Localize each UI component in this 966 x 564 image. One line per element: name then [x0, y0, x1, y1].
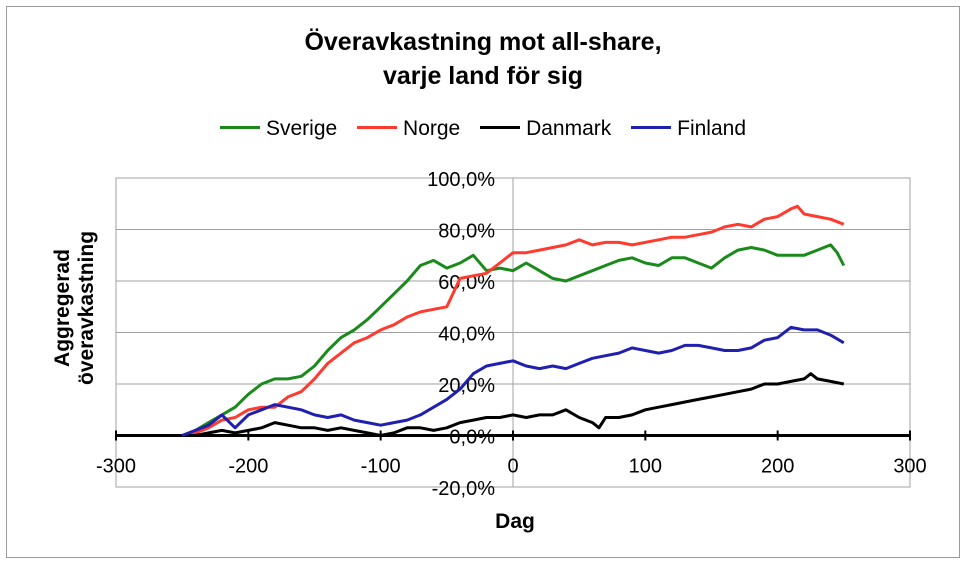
series-line-danmark — [182, 372, 845, 437]
x-tick-label-0: -300 — [96, 456, 136, 478]
x-tick-label-5: 200 — [761, 456, 794, 478]
chart-frame — [6, 6, 960, 558]
y-tick-label-5: 80,0% — [438, 221, 495, 243]
legend-item-danmark: Danmark — [480, 117, 611, 141]
x-tick-label-2: -100 — [361, 456, 401, 478]
legend-swatch-sverige — [219, 125, 260, 129]
chart-title-line-2: varje land för sig — [382, 62, 584, 90]
legend-swatch-norge — [357, 125, 398, 129]
series-line-finland — [181, 325, 845, 437]
y-tick-label-2: 20,0% — [438, 375, 495, 397]
x-tick-label-6: 300 — [893, 456, 926, 478]
y-tick-label-1: 0,0% — [449, 427, 495, 449]
chart-title-line-1: Överavkastning mot all-share, — [304, 28, 662, 56]
legend-item-finland: Finland — [631, 117, 746, 141]
legend-label-norge: Norge — [403, 117, 461, 140]
legend-label-sverige: Sverige — [265, 117, 338, 140]
legend-label-finland: Finland — [677, 117, 747, 140]
x-tick-label-3: 0 — [507, 456, 518, 478]
legend-label-danmark: Danmark — [526, 117, 612, 140]
series-line-sverige — [181, 243, 846, 437]
y-tick-label-3: 40,0% — [438, 324, 495, 346]
y-tick-label-0: -20,0% — [432, 478, 496, 500]
x-tick-label-1: -200 — [228, 456, 268, 478]
legend-item-norge: Norge — [357, 117, 460, 141]
x-axis-label: Dag — [495, 510, 535, 533]
x-tick-label-4: 100 — [629, 456, 662, 478]
legend: Sverige Norge Danmark Finland — [0, 117, 966, 141]
y-tick-label-6: 100,0% — [427, 169, 495, 191]
y-tick-label-4: 60,0% — [438, 272, 495, 294]
legend-item-sverige: Sverige — [219, 117, 338, 141]
legend-swatch-danmark — [480, 125, 521, 129]
series-line-norge — [181, 204, 845, 437]
legend-swatch-finland — [631, 125, 672, 129]
